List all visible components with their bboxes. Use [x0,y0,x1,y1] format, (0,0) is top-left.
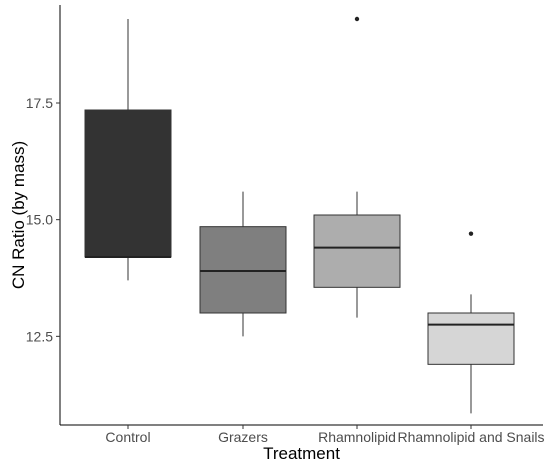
box-group [199,191,287,337]
box [313,214,401,288]
box-group [313,16,401,318]
x-tick-label: Rhamnolipid [318,429,396,445]
axes [59,5,543,426]
x-tick-label: Control [105,429,150,445]
box [427,312,515,365]
x-tick-label: Grazers [218,429,268,445]
x-axis-label: Treatment [263,444,340,463]
outlier-point [468,231,474,236]
y-tick-label: 12.5 [26,328,53,344]
outlier-point [354,16,360,22]
y-axis-label: CN Ratio (by mass) [9,141,28,289]
y-tick-label: 17.5 [26,95,53,111]
box [199,226,287,314]
box [84,109,172,258]
ticks: 12.5 15.0 17.5 Control Grazers Rhamnolipid Rha… [26,95,545,445]
x-tick-label: Rhamnolipid and Snails [397,429,544,445]
box-group [84,19,172,281]
plot-area [84,16,515,414]
box-group [427,231,515,414]
y-tick-label: 15.0 [26,212,53,228]
